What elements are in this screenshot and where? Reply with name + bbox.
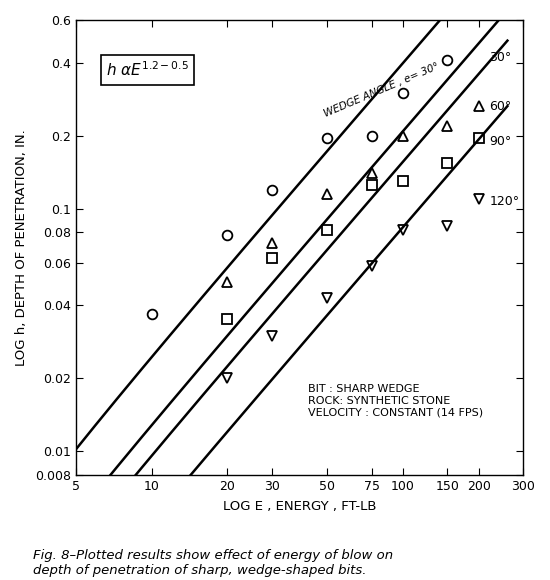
- Y-axis label: LOG h, DEPTH OF PENETRATION, IN.: LOG h, DEPTH OF PENETRATION, IN.: [15, 129, 28, 366]
- Text: BIT : SHARP WEDGE
ROCK: SYNTHETIC STONE
VELOCITY : CONSTANT (14 FPS): BIT : SHARP WEDGE ROCK: SYNTHETIC STONE …: [309, 384, 483, 417]
- Text: WEDGE ANGLE , e= 30°: WEDGE ANGLE , e= 30°: [323, 61, 441, 119]
- Text: Fig. 8–Plotted results show effect of energy of blow on
depth of penetration of : Fig. 8–Plotted results show effect of en…: [33, 549, 393, 577]
- X-axis label: LOG E , ENERGY , FT-LB: LOG E , ENERGY , FT-LB: [223, 500, 376, 513]
- Text: 120°: 120°: [489, 195, 519, 208]
- Text: 30°: 30°: [489, 51, 512, 64]
- Text: $h\ \alpha E^{1.2-0.5}$: $h\ \alpha E^{1.2-0.5}$: [106, 61, 189, 79]
- Text: 90°: 90°: [489, 135, 512, 148]
- Text: 60°: 60°: [489, 100, 512, 113]
